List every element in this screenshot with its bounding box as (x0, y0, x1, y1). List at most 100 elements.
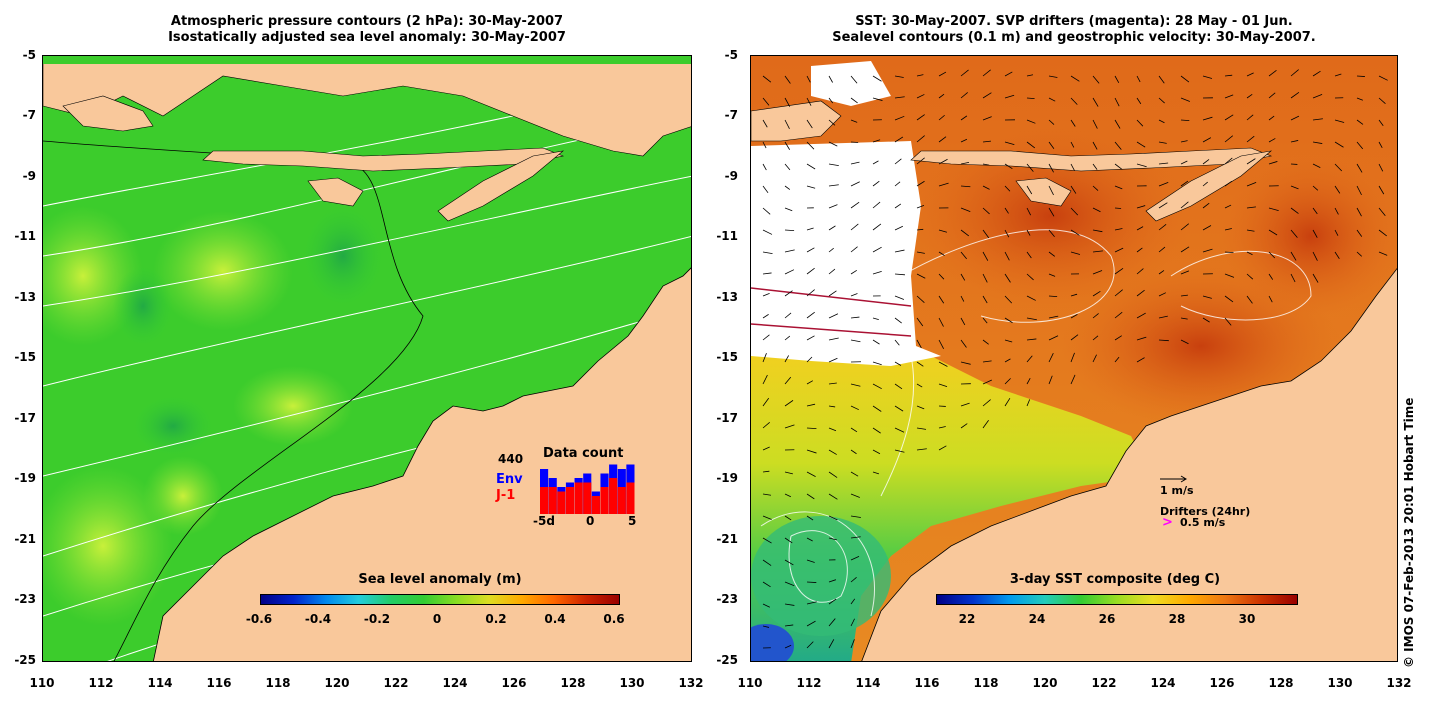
velocity-arrow (1092, 119, 1098, 129)
j1-bar (626, 482, 635, 514)
velocity-arrow (1202, 225, 1212, 231)
velocity-arrow (1048, 75, 1058, 78)
velocity-arrow (784, 290, 793, 297)
velocity-arrow (1114, 335, 1122, 341)
velocity-arrow (872, 339, 880, 345)
velocity-arrow (828, 97, 834, 104)
velocity-arrow (784, 624, 794, 627)
velocity-arrow (872, 160, 879, 165)
right-lon-tick: 118 (973, 676, 999, 690)
left-lon-tick: 122 (383, 676, 409, 690)
right-lon-tick: 120 (1032, 676, 1058, 690)
velocity-arrow (982, 339, 989, 345)
velocity-arrow (784, 537, 793, 544)
velocity-arrow (1290, 229, 1298, 238)
velocity-arrow (806, 427, 817, 430)
velocity-arrow (916, 94, 925, 99)
velocity-arrow (1202, 137, 1212, 143)
velocity-arrow (806, 75, 811, 83)
velocity-arrow (1004, 141, 1015, 146)
velocity-arrow (784, 312, 792, 319)
velocity-arrow (916, 295, 925, 303)
sla-cb-tick: 0.4 (544, 612, 566, 626)
velocity-arrow (1180, 339, 1189, 345)
velocity-arrow (1246, 229, 1255, 232)
left-lat-tick: -23 (14, 592, 36, 606)
velocity-arrow (1378, 251, 1388, 256)
right-lat-tick: -15 (716, 350, 738, 364)
right-lon-tick: 128 (1268, 676, 1294, 690)
velocity-arrow (1048, 229, 1055, 237)
velocity-arrow (938, 114, 945, 121)
velocity-arrow (1158, 182, 1169, 187)
velocity-arrow (1092, 229, 1103, 233)
velocity-arrow (806, 227, 814, 231)
velocity-arrow (960, 251, 967, 260)
right-lon-tick: 116 (914, 676, 940, 690)
velocity-arrow (982, 295, 988, 304)
velocity-arrow (1224, 157, 1233, 165)
velocity-arrow (1334, 207, 1339, 215)
left-lon-tick: 126 (501, 676, 527, 690)
velocity-arrow (1070, 75, 1080, 82)
left-lon-tick: 130 (619, 676, 645, 690)
sla-colorbar (260, 594, 620, 605)
drifter-symbol: > (1162, 515, 1173, 530)
velocity-arrow (850, 97, 858, 104)
right-lat-tick: -13 (716, 290, 738, 304)
velocity-arrow (1048, 315, 1059, 319)
velocity-arrow (894, 136, 904, 143)
velocity-arrow (850, 598, 856, 605)
velocity-arrow (784, 493, 792, 498)
drifter-speed-label: 0.5 m/s (1180, 516, 1226, 529)
velocity-arrow (982, 229, 990, 239)
velocity-arrow (1334, 163, 1343, 172)
velocity-arrow (806, 185, 816, 189)
velocity-arrow (1180, 246, 1190, 253)
velocity-arrow (1048, 185, 1054, 196)
dc-xtick: 5 (628, 514, 637, 528)
velocity-arrow (982, 360, 992, 363)
velocity-arrow (806, 493, 815, 500)
j1-bar (591, 496, 600, 514)
velocity-arrow (806, 515, 814, 521)
velocity-arrow (1048, 251, 1055, 257)
velocity-arrow (1246, 135, 1255, 143)
anomaly-low-2 (133, 396, 213, 456)
right-lon-tick: 114 (855, 676, 881, 690)
velocity-arrow (784, 163, 791, 171)
velocity-arrow (982, 140, 992, 143)
velocity-arrow (1334, 251, 1340, 259)
velocity-arrow (894, 317, 902, 324)
velocity-arrow (1290, 251, 1297, 261)
right-lon-tick: 126 (1209, 676, 1235, 690)
velocity-arrow (828, 357, 838, 363)
velocity-arrow (850, 293, 858, 297)
velocity-arrow (806, 559, 815, 563)
velocity-arrow (1224, 273, 1235, 278)
velocity-arrow (1026, 295, 1036, 301)
velocity-arrow (762, 374, 768, 385)
velocity-arrow (850, 246, 858, 253)
velocity-arrow (938, 71, 947, 77)
velocity-arrow (1158, 292, 1167, 297)
velocity-arrow (1180, 270, 1190, 275)
velocity-arrow (1048, 119, 1055, 125)
velocity-arrow (938, 229, 948, 233)
velocity-arrow (1312, 229, 1318, 238)
velocity-arrow (1268, 92, 1276, 99)
sla-cb-tick: -0.2 (363, 612, 391, 626)
left-title: Atmospheric pressure contours (2 hPa): 3… (42, 14, 692, 46)
velocity-arrow (872, 271, 882, 275)
velocity-arrow (1180, 294, 1188, 297)
velocity-arrow (960, 92, 968, 99)
velocity-arrow (1180, 317, 1188, 320)
velocity-arrow (894, 273, 905, 276)
sea-level-anomaly-map-svg (43, 56, 691, 661)
velocity-arrow (982, 207, 990, 215)
velocity-arrow (1070, 251, 1081, 255)
velocity-arrow (762, 141, 767, 149)
velocity-arrow (1158, 246, 1166, 253)
velocity-arrow (1224, 180, 1233, 187)
velocity-arrow (1158, 141, 1167, 144)
